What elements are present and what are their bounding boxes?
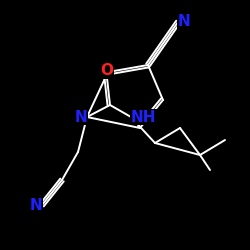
Text: N: N bbox=[74, 110, 87, 124]
Text: NH: NH bbox=[131, 110, 156, 124]
Text: N: N bbox=[178, 14, 191, 30]
Text: O: O bbox=[100, 63, 114, 78]
Text: N: N bbox=[29, 198, 42, 212]
